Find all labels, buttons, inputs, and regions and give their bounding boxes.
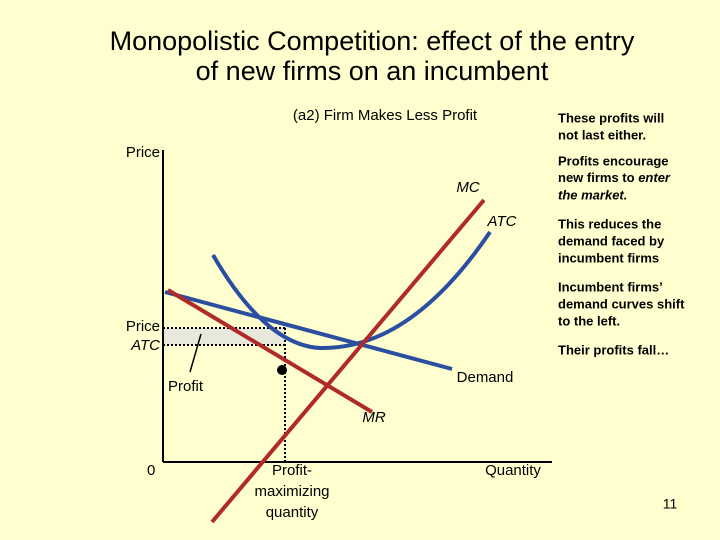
note: Incumbent firms’: [558, 279, 663, 294]
y-axis-label: Price: [126, 144, 160, 161]
origin-label: 0: [147, 462, 155, 479]
page-number: 11: [663, 496, 678, 512]
quantity-label: maximizing: [254, 483, 329, 500]
profit-label: Profit: [168, 378, 204, 395]
demand-label: Demand: [457, 369, 514, 386]
note: not last either.: [558, 127, 646, 142]
note: demand curves shift: [558, 296, 685, 311]
title: of new firms on an incumbent: [196, 56, 549, 86]
demand-curve: [164, 290, 453, 371]
note: Profits encourage: [558, 153, 669, 168]
quantity-label: Profit-: [272, 462, 312, 479]
mr-label: MR: [362, 409, 385, 426]
note: demand faced by: [558, 233, 665, 248]
atc-label: ATC: [130, 337, 160, 354]
note: new firms to enter: [558, 170, 671, 185]
title: Monopolistic Competition: effect of the …: [110, 26, 635, 56]
mc-curve: [210, 198, 486, 524]
note: Their profits fall…: [558, 342, 669, 357]
note: These profits will: [558, 110, 664, 125]
note: the market.: [558, 187, 627, 202]
atc-curve-label: ATC: [487, 213, 517, 230]
profit-area: [163, 328, 285, 345]
price-label: Price: [126, 318, 160, 335]
note: This reduces the: [558, 216, 661, 231]
atc-curve: [211, 230, 492, 351]
note: incumbent firms: [558, 250, 659, 265]
subtitle: (a2) Firm Makes Less Profit: [293, 107, 478, 124]
point: [277, 365, 287, 375]
mr-curve: [166, 288, 374, 414]
x-axis-label: Quantity: [485, 462, 541, 479]
mc-label: MC: [456, 179, 479, 196]
quantity-label: quantity: [266, 504, 319, 521]
profit-pointer: [189, 333, 202, 373]
note: to the left.: [558, 313, 620, 328]
